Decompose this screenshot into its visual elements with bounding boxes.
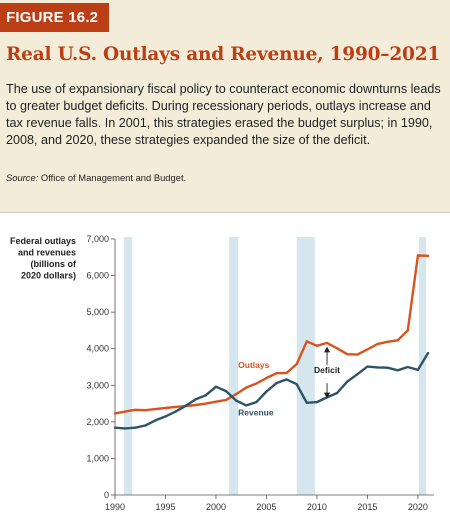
source-text: Office of Management and Budget. — [41, 172, 186, 183]
source-label: Source: — [6, 172, 38, 183]
figure-caption: The use of expansionary fiscal policy to… — [6, 81, 446, 149]
chart-frame — [0, 212, 450, 532]
figure-title: Real U.S. Outlays and Revenue, 1990–2021 — [6, 44, 440, 65]
figure-source: Source: Office of Management and Budget. — [6, 172, 186, 183]
figure-badge: FIGURE 16.2 — [0, 3, 109, 32]
chart-area: 0 1,000 2,000 3,000 4,000 5,000 6,000 7,000 1990… — [0, 212, 450, 532]
figure-header: FIGURE 16.2 Real U.S. Outlays and Revenu… — [0, 0, 450, 212]
